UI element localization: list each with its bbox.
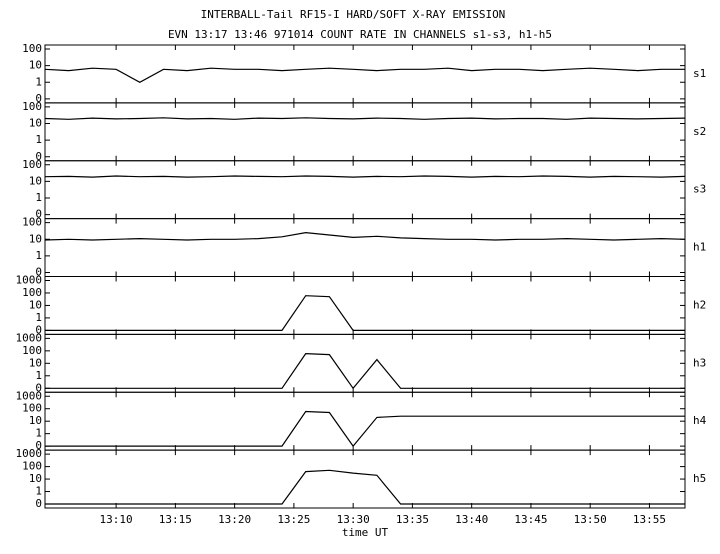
- x-tick-label: 13:20: [218, 513, 251, 526]
- panel-label: s3: [693, 183, 706, 196]
- y-tick-label: 10: [29, 298, 42, 311]
- data-line: [44, 117, 686, 120]
- data-line: [45, 410, 685, 448]
- x-tick-label: 13:35: [396, 513, 429, 526]
- panel-frame: [44, 218, 686, 277]
- x-tick-label: 13:40: [455, 513, 488, 526]
- y-tick-label: 100: [22, 344, 42, 357]
- chart-title: INTERBALL-Tail RF15-I HARD/SOFT X-RAY EM…: [201, 8, 506, 21]
- y-tick-label: 100: [22, 402, 42, 415]
- y-tick-label: 1000: [16, 331, 43, 344]
- y-tick-label: 0: [35, 381, 42, 394]
- y-tick-label: 0: [35, 150, 42, 163]
- panel-frame: [44, 102, 686, 162]
- data-line: [44, 175, 686, 178]
- panel-label: h1: [693, 241, 706, 254]
- y-tick-label: 0: [35, 439, 42, 452]
- y-tick-label: 1: [35, 427, 42, 440]
- y-tick-label: 100: [22, 460, 42, 473]
- data-line: [44, 67, 685, 83]
- y-tick-label: 1000: [16, 389, 43, 402]
- x-tick-label: 13:15: [159, 513, 192, 526]
- y-tick-label: 100: [22, 100, 42, 113]
- x-tick-label: 13:50: [574, 513, 607, 526]
- y-tick-label: 100: [22, 158, 42, 171]
- panel-frame: [44, 333, 686, 393]
- y-tick-label: 100: [22, 216, 42, 229]
- x-tick-label: 13:30: [337, 513, 370, 526]
- y-tick-label: 0: [35, 323, 42, 336]
- y-tick-label: 1: [35, 249, 42, 262]
- y-tick-label: 0: [35, 92, 42, 105]
- y-tick-label: 1: [35, 369, 42, 382]
- y-tick-label: 1000: [16, 447, 43, 460]
- panel-frame: [44, 276, 686, 335]
- y-tick-label: 1: [35, 133, 42, 146]
- y-tick-label: 0: [35, 497, 42, 510]
- data-line: [45, 469, 685, 505]
- panel-label: h3: [693, 356, 706, 369]
- x-tick-label: 13:55: [633, 513, 666, 526]
- y-tick-label: 1: [35, 75, 42, 88]
- panel-frame: [44, 44, 686, 104]
- data-line: [44, 231, 686, 241]
- panel-frame: [44, 391, 686, 451]
- x-tick-label: 13:10: [100, 513, 133, 526]
- y-tick-label: 1: [35, 191, 42, 204]
- y-tick-label: 10: [29, 232, 42, 245]
- y-tick-label: 100: [22, 286, 42, 299]
- panel-label: s1: [693, 67, 706, 80]
- panel-frame: [44, 160, 686, 220]
- x-axis-label: time UT: [342, 526, 389, 539]
- panel-frame: [44, 449, 686, 509]
- y-tick-label: 1000: [16, 274, 43, 287]
- y-tick-label: 1: [35, 311, 42, 324]
- data-line: [45, 295, 685, 331]
- y-tick-label: 100: [22, 42, 42, 55]
- data-line: [45, 352, 685, 390]
- panel-label: h2: [693, 298, 706, 311]
- y-tick-label: 10: [29, 117, 42, 130]
- x-tick-label: 13:25: [277, 513, 310, 526]
- y-tick-label: 1: [35, 485, 42, 498]
- y-tick-label: 10: [29, 472, 42, 485]
- y-tick-label: 10: [29, 414, 42, 427]
- y-tick-label: 10: [29, 356, 42, 369]
- panel-label: s2: [693, 125, 706, 138]
- y-tick-label: 10: [29, 59, 42, 72]
- x-tick-label: 13:45: [514, 513, 547, 526]
- y-tick-label: 10: [29, 174, 42, 187]
- panel-label: h4: [693, 414, 707, 427]
- panel-label: h5: [693, 472, 706, 485]
- chart-subtitle: EVN 13:17 13:46 971014 COUNT RATE IN CHA…: [168, 28, 552, 41]
- y-tick-label: 0: [35, 208, 42, 221]
- y-tick-label: 0: [35, 266, 42, 279]
